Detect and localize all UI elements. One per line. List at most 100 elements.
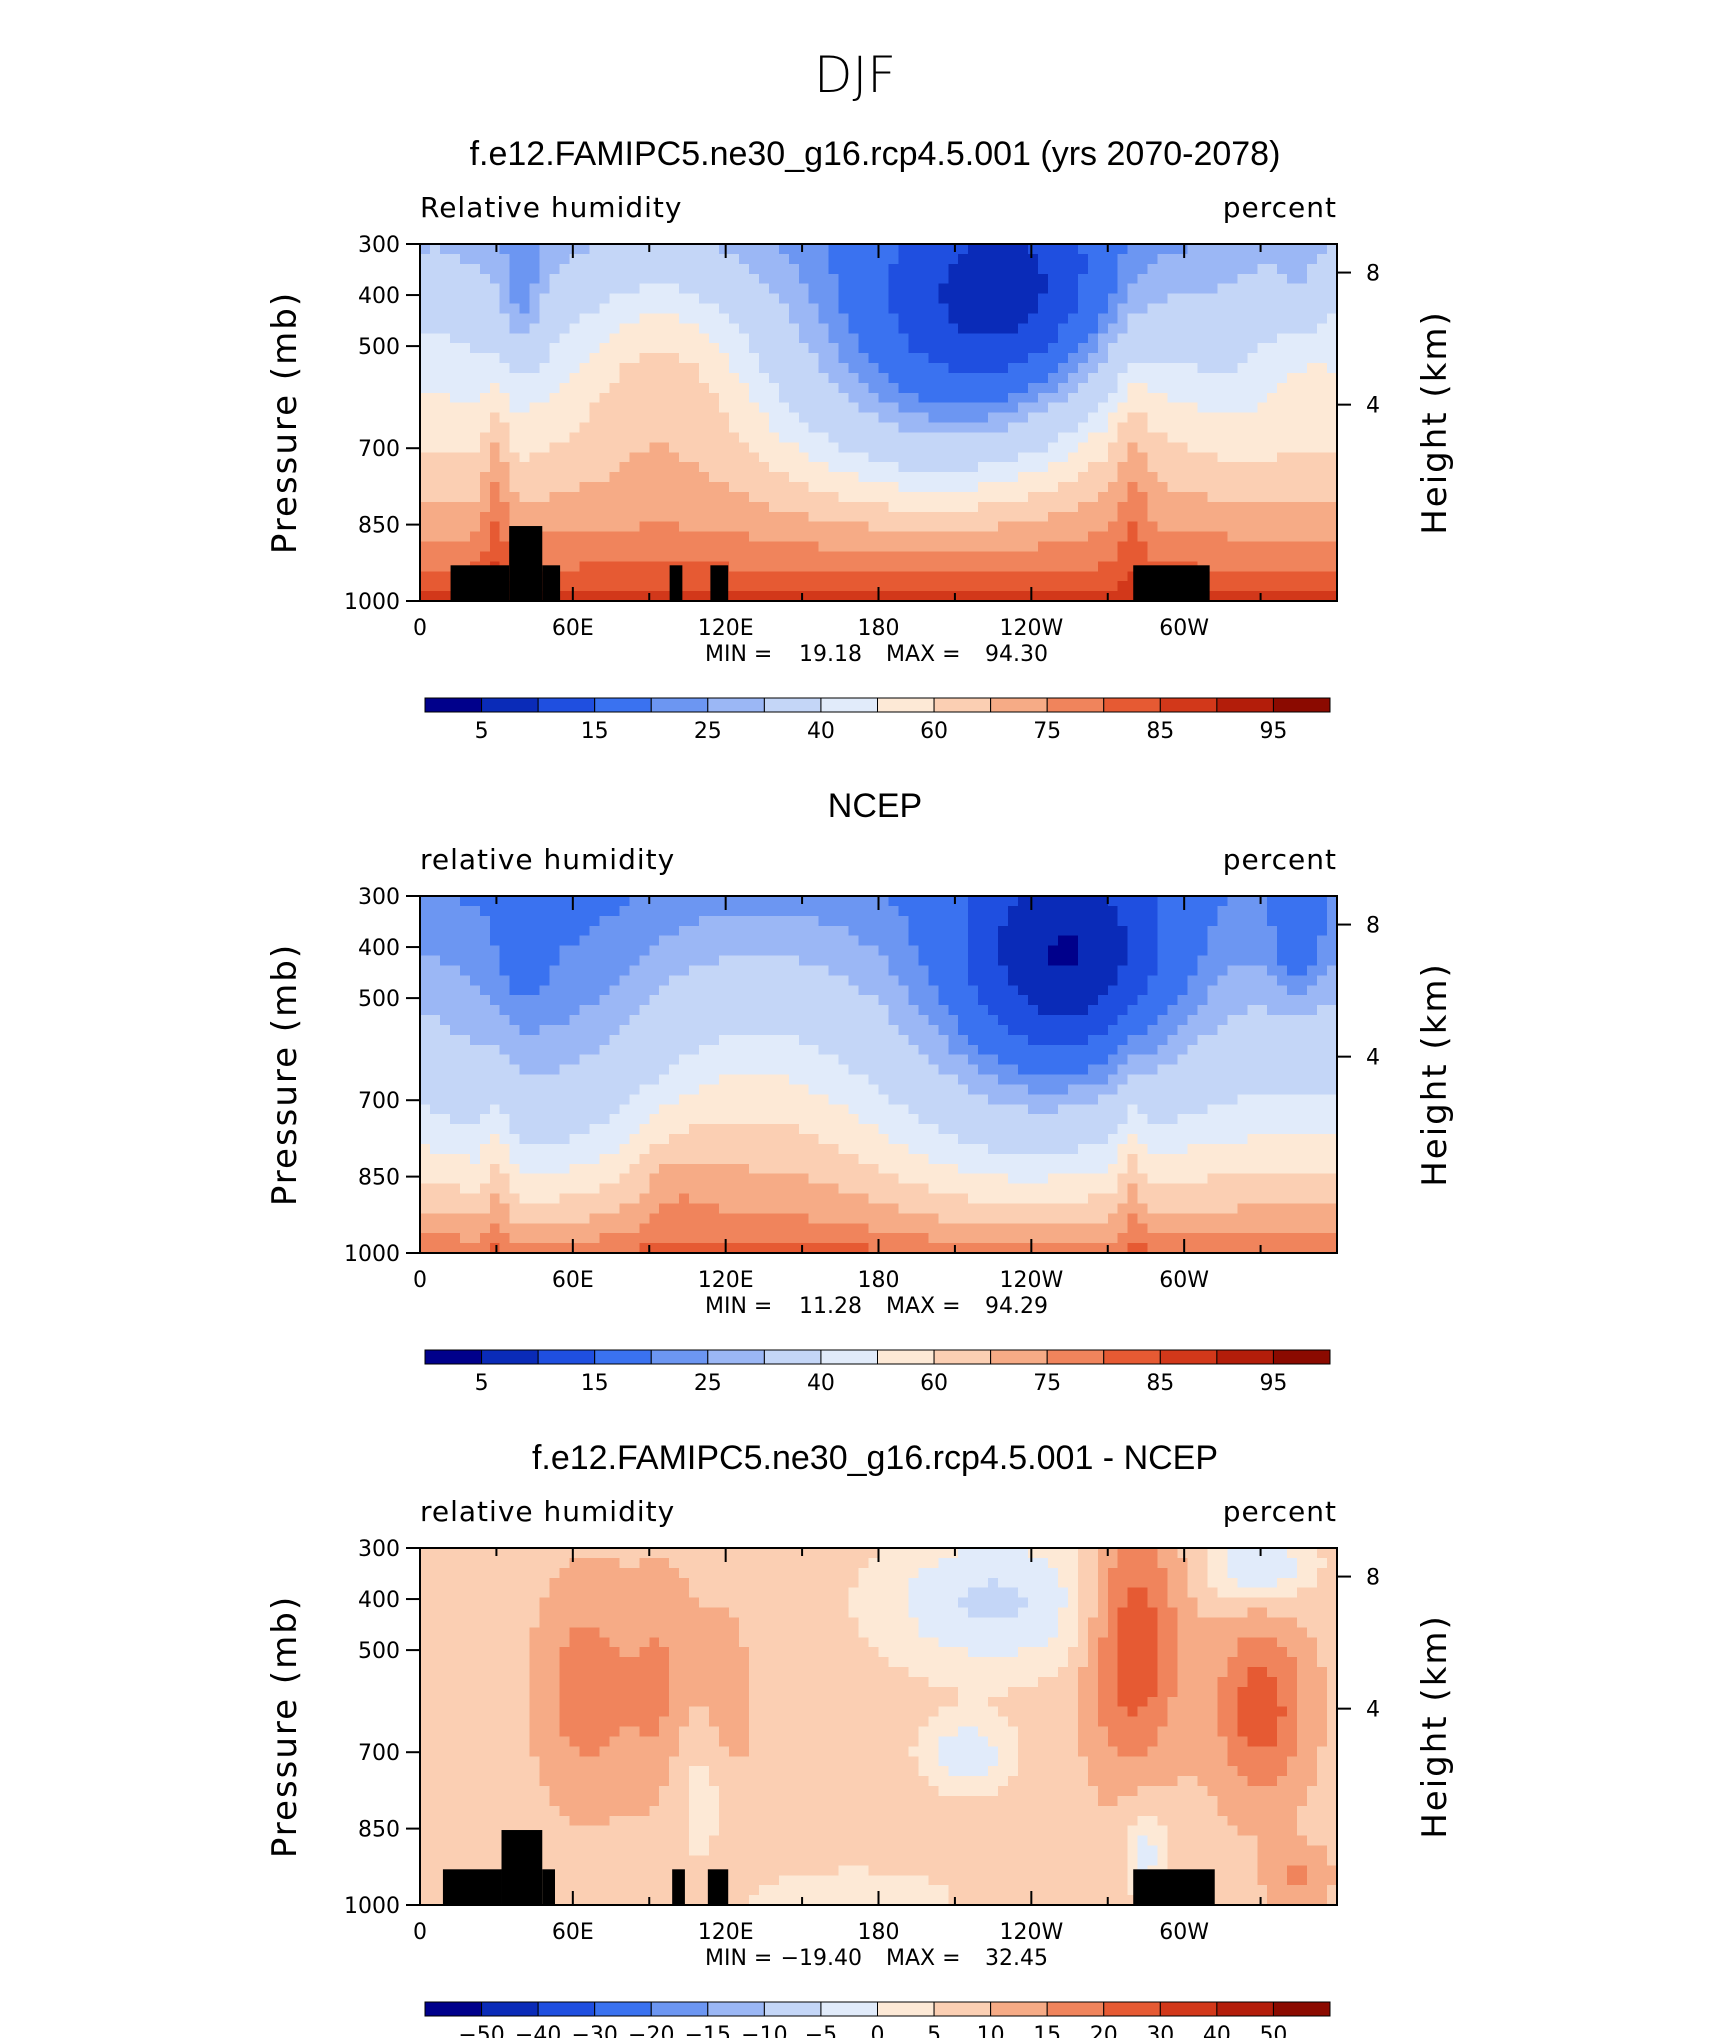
contour-cell (529, 293, 541, 305)
contour-cell (1157, 975, 1169, 986)
contour-cell (420, 472, 431, 483)
contour-cell (1067, 422, 1079, 434)
contour-cell (1327, 333, 1338, 344)
contour-cell (1008, 323, 1019, 334)
contour-cell (589, 283, 601, 295)
contour-cell (1157, 303, 1169, 315)
contour-cell (1028, 1034, 1039, 1046)
contour-cell (469, 244, 481, 255)
contour-cell (1267, 273, 1278, 285)
contour-cell (1157, 432, 1169, 443)
contour-cell (1317, 571, 1328, 582)
contour-cell (719, 491, 730, 503)
contour-cell (1087, 491, 1099, 503)
contour-cell (639, 422, 650, 434)
contour-cell (1087, 521, 1099, 533)
contour-cell (1267, 925, 1278, 937)
contour-cell (728, 422, 740, 434)
contour-cell (459, 442, 471, 453)
contour-cell (1047, 442, 1059, 453)
contour-cell (888, 1015, 900, 1026)
contour-cell (1197, 965, 1209, 976)
contour-cell (459, 1034, 471, 1046)
contour-cell (699, 896, 710, 907)
contour-cell (1287, 343, 1298, 354)
contour-cell (1107, 591, 1119, 602)
contour-cell (499, 323, 511, 334)
y-tick-label: 850 (358, 514, 400, 539)
contour-cell (908, 253, 919, 265)
contour-cell (938, 482, 949, 493)
contour-cell (669, 244, 680, 255)
contour-cell (868, 412, 880, 424)
contour-cell (1067, 925, 1079, 937)
contour-cell (988, 945, 999, 957)
contour-cell (838, 293, 850, 305)
contour-cell (1087, 571, 1099, 582)
contour-cell (549, 491, 561, 503)
contour-cell (788, 432, 800, 443)
contour-cell (1307, 915, 1318, 927)
contour-cell (798, 955, 810, 967)
contour-cell (888, 412, 900, 424)
contour-cell (848, 263, 860, 275)
contour-cell (818, 402, 830, 414)
contour-cell (1057, 925, 1069, 937)
contour-cell (878, 442, 890, 453)
contour-cell (539, 372, 551, 384)
contour-cell (559, 1034, 571, 1046)
contour-cell (1087, 896, 1099, 907)
contour-cell (559, 531, 571, 543)
contour-cell (539, 323, 551, 334)
contour-cell (948, 501, 959, 513)
contour-cell (1028, 591, 1039, 602)
contour-cell (669, 896, 680, 907)
contour-cell (748, 462, 760, 473)
contour-cell (579, 412, 591, 424)
contour-cell (1207, 472, 1218, 483)
contour-cell (808, 531, 820, 543)
contour-cell (439, 1034, 451, 1046)
contour-cell (549, 1064, 561, 1076)
contour-cell (1087, 432, 1099, 443)
contour-cell (679, 472, 690, 483)
contour-cell (778, 531, 790, 543)
contour-cell (798, 945, 810, 957)
contour-cell (459, 472, 471, 483)
contour-cell (758, 313, 770, 324)
contour-cell (1117, 581, 1129, 592)
contour-cell (868, 462, 880, 473)
contour-cell (579, 313, 591, 324)
contour-cell (629, 975, 640, 986)
contour-cell (1177, 995, 1189, 1006)
contour-cell (998, 323, 1009, 334)
contour-cell (659, 293, 670, 305)
contour-cell (818, 442, 830, 453)
contour-cell (868, 551, 880, 562)
contour-cell (529, 985, 541, 996)
contour-cell (499, 945, 511, 957)
contour-cell (938, 273, 949, 285)
contour-cell (1037, 1005, 1049, 1016)
contour-cell (758, 402, 770, 414)
contour-cell (1307, 422, 1318, 434)
contour-cell (1008, 561, 1019, 572)
contour-cell (988, 412, 999, 424)
contour-cell (878, 531, 890, 543)
contour-cell (858, 1034, 870, 1046)
contour-cell (1287, 511, 1298, 523)
contour-cell (828, 382, 840, 394)
contour-cell (748, 244, 760, 255)
contour-cell (908, 283, 919, 295)
contour-cell (788, 955, 800, 967)
contour-cell (1187, 382, 1199, 394)
contour-cell (1237, 995, 1248, 1006)
contour-cell (689, 561, 700, 572)
contour-cell (1127, 253, 1139, 265)
contour-cell (719, 915, 730, 927)
contour-cell (918, 1044, 929, 1056)
contour-cell (868, 253, 880, 265)
contour-cell (1237, 1044, 1248, 1056)
contour-cell (1037, 372, 1049, 384)
contour-cell (828, 915, 840, 927)
